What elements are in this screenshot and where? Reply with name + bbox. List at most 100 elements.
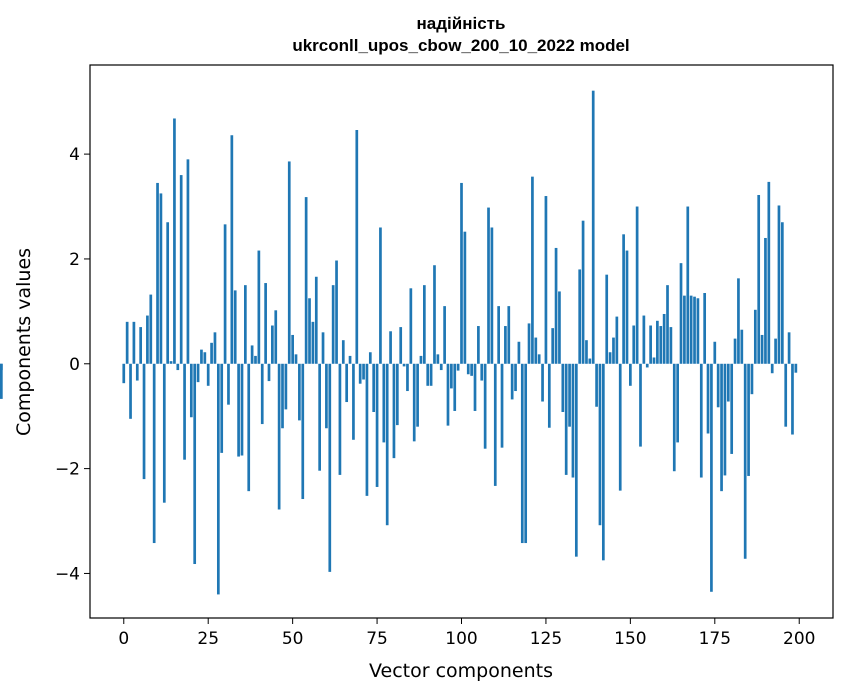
bar	[362, 363, 365, 380]
bar	[213, 332, 217, 364]
bar	[372, 363, 376, 412]
bar	[777, 205, 781, 364]
bar	[554, 247, 558, 364]
y-tick-label: 0	[69, 355, 80, 375]
bar	[382, 363, 386, 443]
bar	[466, 363, 470, 375]
bar	[571, 363, 575, 478]
bar	[395, 363, 399, 426]
bar	[683, 295, 686, 364]
bar	[227, 363, 230, 405]
bar	[706, 363, 710, 434]
bar	[426, 363, 430, 386]
bar	[689, 295, 693, 364]
bar	[595, 363, 598, 407]
bar	[298, 363, 301, 421]
bar	[183, 363, 186, 460]
bar	[612, 337, 615, 364]
bar	[149, 294, 153, 364]
bar	[750, 363, 754, 395]
bar	[267, 363, 271, 382]
bar	[392, 363, 396, 459]
bar	[531, 176, 534, 364]
x-tick-label: 125	[530, 629, 562, 649]
bar	[737, 278, 740, 364]
bar	[0, 363, 3, 399]
bar	[598, 363, 602, 526]
bar	[693, 296, 696, 364]
bar	[601, 363, 605, 561]
bar	[605, 274, 609, 364]
bar	[220, 363, 224, 453]
bar	[321, 332, 325, 364]
bar	[578, 269, 582, 364]
bar	[122, 363, 126, 384]
bar	[159, 193, 163, 364]
bar	[260, 363, 264, 425]
chart-title: надійність	[417, 14, 506, 33]
bar	[669, 327, 673, 364]
bar	[497, 306, 500, 364]
bar	[206, 363, 210, 386]
bar	[477, 326, 480, 364]
bar	[284, 363, 288, 410]
bar	[338, 363, 342, 475]
bar	[125, 321, 129, 364]
bar	[726, 363, 730, 402]
bar	[534, 337, 538, 364]
x-axis-ticks: 0 25 50 75 100 125 150 175 200	[118, 618, 815, 649]
bar	[287, 161, 291, 364]
bar	[152, 363, 156, 544]
bar	[166, 222, 170, 364]
bar	[699, 363, 703, 478]
bar	[250, 345, 254, 364]
bar	[507, 306, 511, 364]
bar	[652, 357, 656, 364]
bar	[703, 293, 707, 364]
bar	[629, 363, 632, 386]
bar	[446, 363, 450, 426]
x-tick-label: 75	[366, 629, 388, 649]
bar	[318, 363, 321, 471]
bar	[200, 349, 203, 364]
bar	[274, 310, 278, 364]
bar	[169, 361, 173, 364]
bar	[608, 352, 612, 364]
bar	[770, 363, 774, 374]
bar	[723, 363, 727, 476]
bar	[335, 260, 338, 364]
bar	[487, 207, 490, 364]
bar	[358, 363, 362, 384]
bar	[625, 250, 629, 364]
bar	[794, 363, 798, 373]
bar	[473, 363, 477, 411]
bar	[753, 309, 757, 364]
bar	[791, 363, 794, 435]
y-tick-label: 4	[69, 145, 80, 165]
bar	[463, 231, 467, 364]
bar	[341, 340, 345, 364]
bar	[453, 363, 457, 411]
plot-frame	[89, 64, 834, 619]
bar	[500, 363, 504, 448]
bar	[747, 363, 750, 476]
bar	[271, 325, 274, 364]
bar	[196, 363, 200, 383]
bar	[379, 227, 382, 364]
bar	[787, 332, 791, 364]
bar	[645, 363, 649, 368]
bar	[666, 285, 669, 364]
bar	[277, 363, 281, 510]
bar	[433, 265, 436, 364]
bar	[547, 363, 551, 428]
bar	[173, 118, 176, 364]
bar	[483, 363, 487, 449]
bar	[713, 341, 717, 364]
bar	[618, 363, 622, 491]
bar	[591, 90, 595, 364]
bar	[345, 363, 349, 403]
bar	[574, 363, 578, 557]
bar	[210, 342, 213, 364]
bar	[679, 263, 683, 364]
